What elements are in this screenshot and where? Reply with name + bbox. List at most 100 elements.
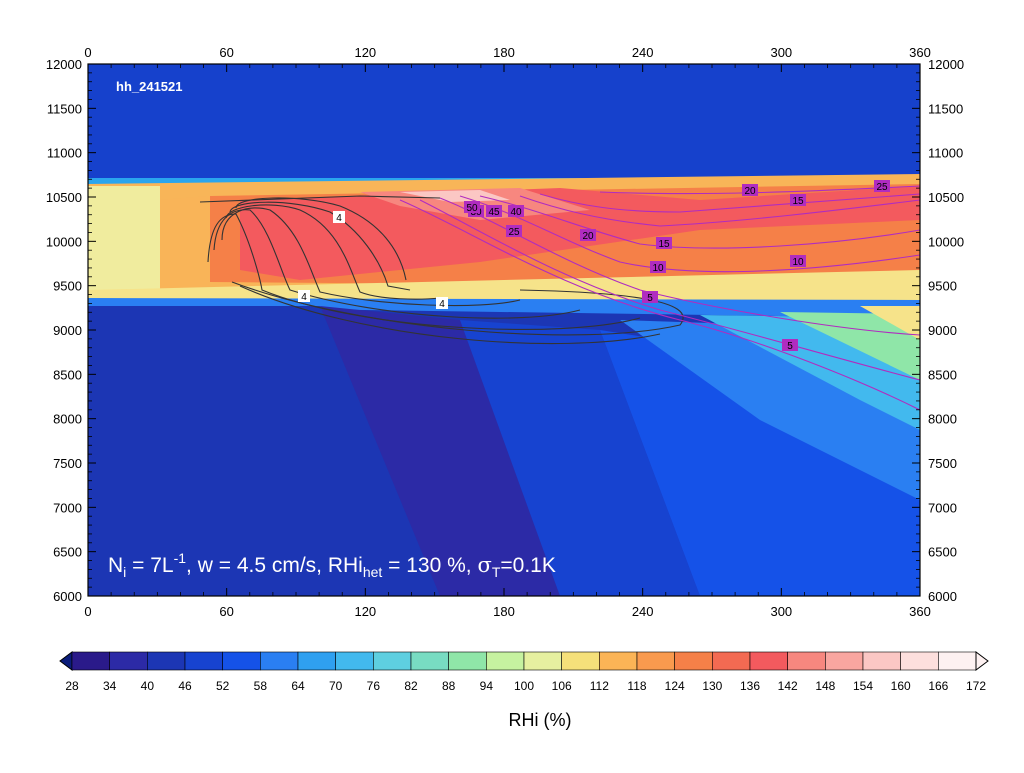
black-label-text: 4 (439, 299, 445, 310)
colorbar-tick-label: 106 (552, 679, 572, 693)
colorbar-bin (448, 651, 487, 671)
x-tick-label-top: 0 (84, 45, 91, 60)
colorbar-tick-label: 136 (740, 679, 760, 693)
x-tick-label-top: 180 (493, 45, 515, 60)
black-contour-5 (213, 209, 581, 319)
black-label-box (436, 297, 448, 309)
magenta-label-box (782, 339, 798, 351)
y-tick-label-right: 11000 (928, 146, 963, 161)
magenta-label-text: 25 (876, 182, 888, 193)
black-label-box (333, 211, 345, 223)
colorbar-tick-label: 70 (329, 679, 343, 693)
magenta-contour-label: 50 (464, 201, 480, 214)
black-contour-6 (207, 213, 641, 330)
y-tick-label-right: 9000 (928, 323, 957, 338)
black-contour-label: 4 (333, 211, 345, 224)
colorbar-tick-label: 160 (891, 679, 911, 693)
colorbar-bin (335, 651, 374, 671)
annotation-ni: = 7L (126, 554, 173, 577)
colorbar-bin (712, 651, 751, 671)
magenta-contour-6 (519, 195, 920, 227)
colorbar-tick-label: 130 (702, 679, 722, 693)
x-tick-label-top: 60 (219, 45, 233, 60)
y-tick-label-left: 11500 (47, 101, 82, 116)
colorbar-bin (260, 651, 299, 671)
magenta-label-text: 25 (508, 227, 520, 238)
y-tick-label-right: 10000 (928, 234, 964, 249)
magenta-contour-label: 5 (782, 339, 798, 352)
annotation-w: , w = 4.5 cm/s, RHi (186, 554, 363, 577)
annotation-sub-het: het (363, 564, 383, 580)
magenta-label-box (650, 261, 666, 273)
colorbar-tick-label: 112 (590, 679, 609, 693)
x-tick-label-top: 240 (632, 45, 654, 60)
y-tick-label-right: 8500 (928, 367, 957, 382)
magenta-label-box (506, 225, 522, 237)
colorbar-bin (561, 651, 600, 671)
magenta-contour-2 (419, 199, 920, 381)
magenta-label-box (790, 255, 806, 267)
colorbar-bin (184, 651, 223, 671)
x-tick-label-bottom: 0 (84, 604, 91, 619)
colorbar-bin (787, 651, 826, 671)
y-tick-label-right: 6500 (928, 545, 957, 560)
upper-region (88, 64, 920, 179)
black-contour-2 (229, 201, 411, 291)
magenta-label-text: 10 (792, 257, 804, 268)
y-tick-label-left: 8000 (53, 412, 82, 427)
colorbar-bin (523, 651, 562, 671)
magenta-label-text: 5 (787, 341, 793, 352)
colorbar-bin (749, 651, 788, 671)
magenta-contour-label: 25 (874, 180, 890, 193)
colorbar-high-extension (975, 651, 989, 671)
magenta-contour-label: 5 (642, 291, 658, 304)
magenta-contour-7 (539, 193, 920, 213)
x-tick-label-bottom: 60 (219, 604, 233, 619)
heatmap-field (88, 64, 920, 596)
colorbar-tick-label: 100 (514, 679, 534, 693)
colorbar-bin (71, 651, 110, 671)
colorbar-tick-label: 52 (216, 679, 230, 693)
colorbar-bin (410, 651, 449, 671)
cloud-orange-left (160, 196, 210, 290)
magenta-contours (399, 185, 920, 411)
black-contour-8 (239, 285, 661, 345)
y-tick-label-right: 8000 (928, 412, 957, 427)
annotation-sup: -1 (174, 550, 187, 566)
magenta-label-text: 10 (652, 263, 664, 274)
magenta-contour-label: 10 (790, 255, 806, 268)
parameter-annotation: Ni = 7L-1, w = 4.5 cm/s, RHihet = 130 %,… (108, 550, 556, 580)
lower-purple-band (320, 306, 560, 596)
annotation-sub-t: T (492, 564, 501, 580)
y-tick-label-left: 8500 (53, 367, 82, 382)
y-tick-label-right: 11500 (928, 101, 963, 116)
magenta-contour-5 (479, 195, 920, 249)
annotation-rhi: = 130 %, (382, 554, 477, 577)
annotation-sigma-value: =0.1K (500, 554, 555, 577)
y-tick-label-right: 7500 (928, 456, 957, 471)
magenta-label-text: 5 (647, 293, 653, 304)
colorbar-tick-label: 40 (141, 679, 155, 693)
axes: 0060601201201801802402403003003603606000… (46, 45, 964, 619)
magenta-label-box (464, 201, 480, 213)
y-tick-label-left: 9000 (53, 323, 82, 338)
annotation-sub-i: i (123, 564, 126, 580)
magenta-label-box (790, 194, 806, 206)
magenta-label-box (656, 237, 672, 249)
colorbar-bin (938, 651, 977, 671)
colorbar-tick-label: 82 (404, 679, 418, 693)
run-tag: hh_241521 (116, 79, 183, 94)
y-tick-label-right: 12000 (928, 57, 964, 72)
y-tick-label-right: 10500 (928, 190, 964, 205)
magenta-label-text: 50 (466, 203, 478, 214)
x-tick-label-bottom: 240 (632, 604, 654, 619)
colorbar-tick-label: 28 (65, 679, 79, 693)
magenta-contour-4 (459, 195, 920, 273)
magenta-label-text: 20 (744, 186, 756, 197)
colorbar-tick-label: 46 (178, 679, 192, 693)
black-contour-3 (225, 204, 441, 300)
colorbar-bin (486, 651, 525, 671)
colorbar-tick-label: 172 (966, 679, 986, 693)
magenta-label-box (486, 205, 502, 217)
